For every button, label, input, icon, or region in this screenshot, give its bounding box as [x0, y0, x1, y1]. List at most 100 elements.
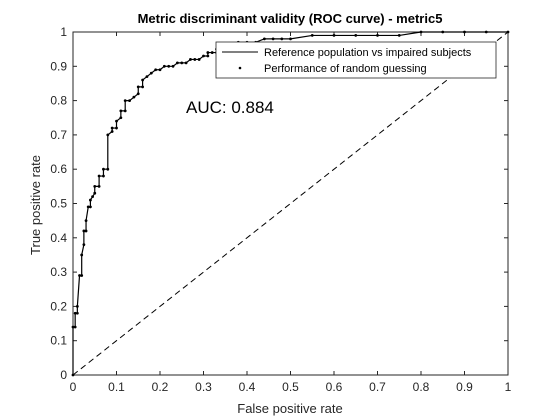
roc-point — [141, 85, 145, 89]
x-tick-label: 0.1 — [108, 380, 125, 394]
y-tick-label: 1 — [60, 25, 67, 39]
series-random-line — [72, 31, 509, 376]
roc-point — [106, 133, 110, 137]
roc-point — [80, 274, 84, 277]
x-tick-label: 0 — [70, 380, 77, 394]
roc-point — [71, 373, 75, 377]
roc-point — [206, 51, 210, 54]
roc-point — [78, 274, 81, 277]
roc-point — [202, 54, 205, 58]
y-tick-label: 0.5 — [50, 197, 67, 211]
roc-point — [206, 54, 210, 58]
roc-point — [80, 253, 84, 257]
roc-point — [106, 167, 110, 171]
roc-point — [82, 243, 86, 247]
legend-entry-random: Performance of random guessing — [264, 63, 427, 75]
y-tick-label: 0.6 — [50, 162, 67, 176]
roc-point — [73, 311, 77, 315]
roc-point — [97, 184, 101, 188]
roc-point — [176, 61, 179, 65]
series-roc-line — [72, 31, 508, 375]
roc-point — [123, 109, 127, 113]
y-tick-label: 0.4 — [50, 231, 67, 245]
roc-point — [354, 34, 358, 37]
roc-point — [110, 130, 114, 133]
legend-box — [215, 41, 497, 79]
roc-point — [86, 205, 90, 209]
x-tick-label: 0.6 — [326, 380, 343, 394]
roc-point — [263, 37, 266, 41]
roc-point — [376, 34, 379, 37]
roc-point — [280, 37, 284, 41]
roc-point — [189, 58, 192, 61]
roc-point — [193, 58, 197, 61]
roc-point — [91, 195, 94, 199]
y-tick-label: 0 — [60, 368, 67, 382]
roc-point — [271, 37, 275, 41]
roc-point — [115, 119, 118, 123]
roc-point — [463, 30, 466, 34]
roc-point — [73, 325, 77, 329]
y-tick-label: 0.3 — [50, 265, 67, 279]
roc-point — [441, 30, 445, 34]
legend: Reference population vs impaired subject… — [215, 41, 497, 79]
roc-point — [89, 205, 92, 209]
roc-point — [84, 229, 88, 233]
roc-point — [197, 58, 201, 61]
roc-point — [128, 99, 131, 102]
roc-point — [149, 71, 153, 75]
roc-point — [119, 109, 123, 113]
roc-point — [93, 184, 97, 188]
roc-point — [154, 68, 158, 72]
legend-dot-swatch — [238, 66, 242, 70]
roc-point — [506, 30, 510, 34]
roc-point — [110, 126, 114, 130]
x-tick-label: 0.2 — [152, 380, 169, 394]
x-tick-label: 1 — [505, 380, 512, 394]
x-tick-label: 0.9 — [456, 380, 473, 394]
roc-point — [145, 75, 149, 78]
axis-ticks: 0 0.1 0.2 0.3 0.4 0.5 0.6 0.7 0.8 0.9 1 0 0.1 0.2 0.3 0… — [50, 25, 511, 394]
roc-point — [184, 61, 188, 65]
roc-point — [162, 64, 166, 68]
y-tick-label: 0.8 — [50, 94, 67, 108]
roc-point — [484, 30, 488, 34]
roc-point — [167, 64, 171, 68]
roc-point — [84, 219, 88, 223]
roc-point — [136, 85, 140, 89]
roc-point — [158, 68, 162, 72]
roc-point — [119, 116, 123, 120]
roc-point — [75, 305, 79, 308]
roc-point — [332, 34, 336, 37]
x-tick-label: 0.7 — [369, 380, 386, 394]
x-tick-label: 0.5 — [282, 380, 299, 394]
roc-point — [180, 61, 184, 65]
roc-point — [289, 37, 292, 41]
roc-point — [71, 325, 75, 329]
x-axis-label: False positive rate — [237, 401, 343, 416]
y-tick-label: 0.2 — [50, 299, 67, 313]
roc-point — [97, 174, 101, 178]
y-axis-label: True positive rate — [28, 155, 43, 255]
chart-title: Metric discriminant validity (ROC curve)… — [138, 11, 443, 26]
roc-point — [102, 174, 105, 178]
roc-point — [397, 34, 401, 37]
x-tick-label: 0.3 — [195, 380, 212, 394]
y-tick-label: 0.1 — [50, 334, 67, 348]
roc-point — [82, 229, 86, 233]
roc-point — [123, 99, 127, 102]
roc-point — [419, 30, 423, 34]
roc-point — [115, 126, 118, 130]
roc-point — [171, 64, 175, 68]
y-tick-label: 0.9 — [50, 59, 67, 73]
roc-point — [136, 92, 140, 96]
roc-point — [75, 311, 79, 315]
y-tick-label: 0.7 — [50, 128, 67, 142]
roc-point — [89, 198, 92, 202]
x-tick-label: 0.4 — [239, 380, 256, 394]
x-tick-label: 0.8 — [413, 380, 430, 394]
roc-point — [102, 167, 105, 171]
roc-point — [132, 95, 136, 99]
auc-annotation: AUC: 0.884 — [186, 98, 274, 117]
